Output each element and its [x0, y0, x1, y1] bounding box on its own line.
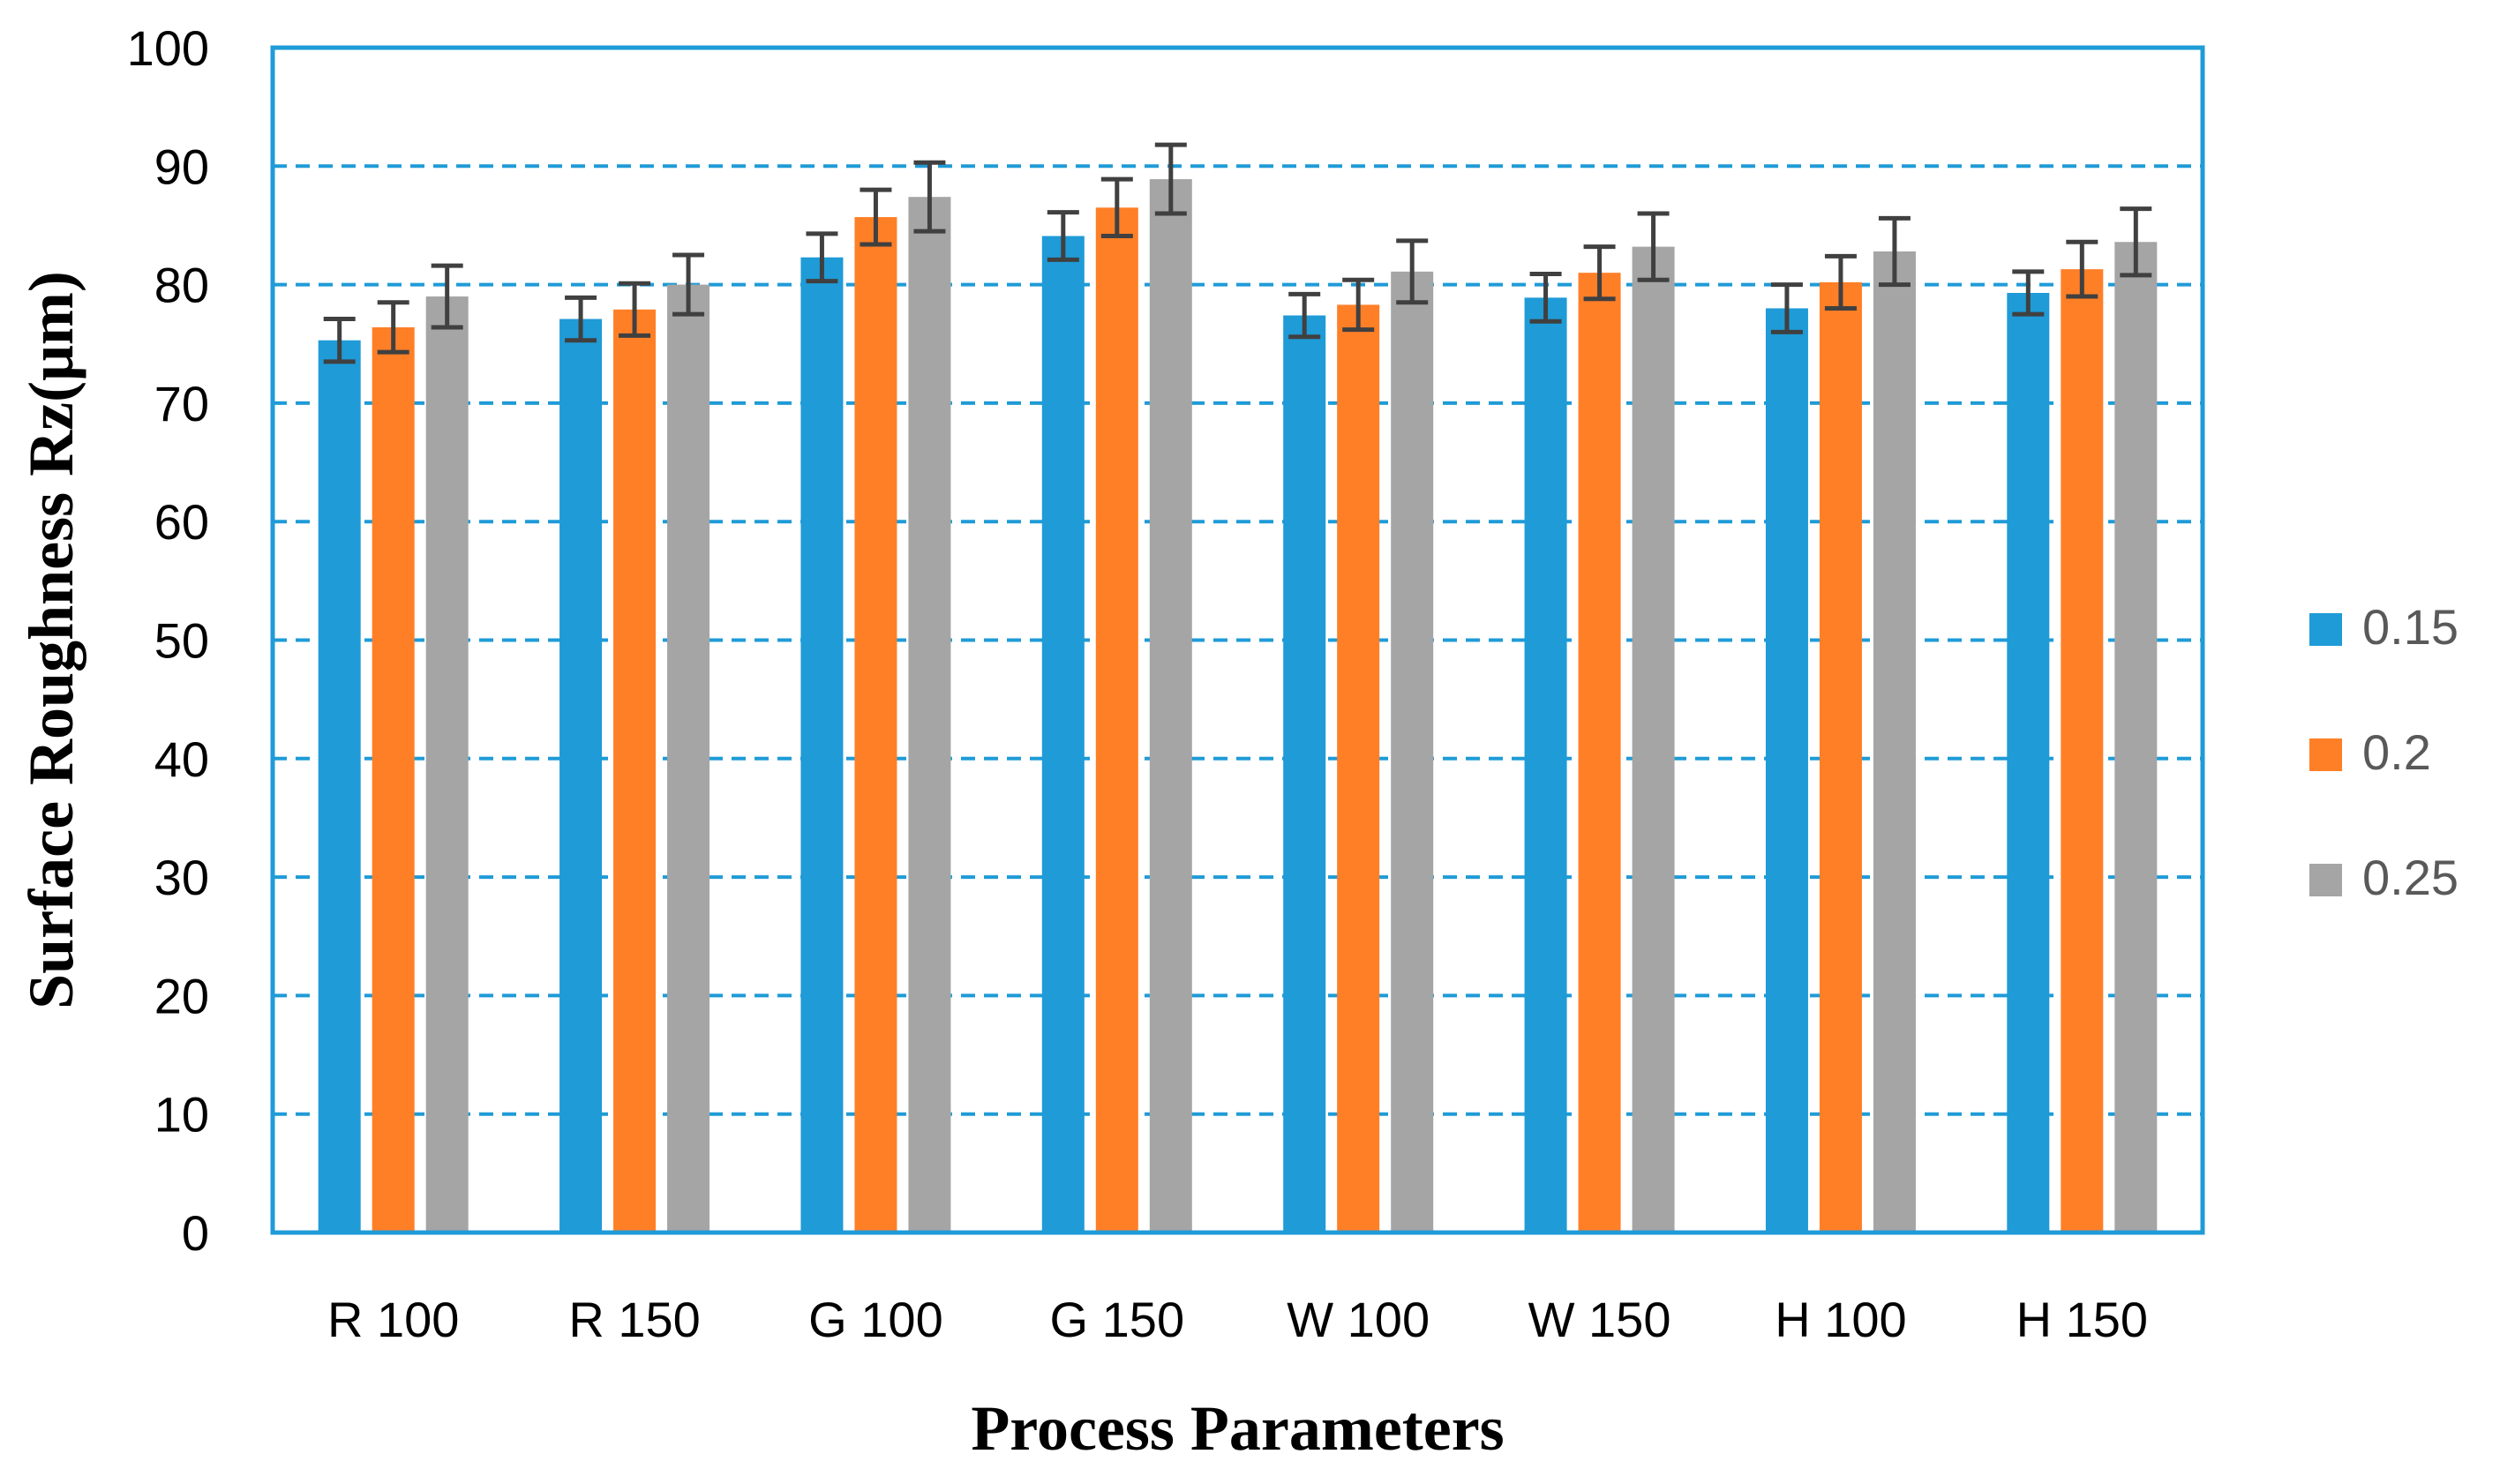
error-bar	[431, 263, 463, 330]
error-bar	[1583, 244, 1616, 302]
bar-0_25	[2114, 242, 2158, 1233]
x-tick-label: R 150	[568, 1292, 700, 1347]
error-bar	[1637, 211, 1670, 282]
error-bar	[1288, 291, 1321, 340]
legend-label: 0.25	[2362, 850, 2459, 905]
x-tick-label: H 150	[2016, 1292, 2148, 1347]
bar-0_25	[908, 197, 951, 1233]
bar-0_2	[854, 217, 897, 1233]
bar-0_2	[1095, 207, 1138, 1233]
bar-0_15	[1765, 308, 1808, 1233]
error-bar	[860, 187, 892, 247]
error-bar	[672, 252, 705, 317]
error-bar	[1100, 176, 1133, 239]
error-bar	[1770, 282, 1803, 334]
bar-0_15	[1524, 297, 1567, 1233]
y-tick-label: 60	[154, 494, 209, 550]
bar-0_2	[613, 309, 657, 1233]
bar-0_15	[1283, 315, 1326, 1233]
bar-0_2	[1337, 304, 1380, 1233]
y-tick-label: 50	[154, 613, 209, 669]
y-tick-labels: 0 10 20 30 40 50 60 70 80 90 100	[127, 20, 209, 1261]
x-tick-label: G 150	[1050, 1292, 1185, 1347]
error-bar	[323, 317, 356, 364]
x-tick-label: G 100	[808, 1292, 943, 1347]
bar-0_15	[1041, 236, 1085, 1233]
legend-item: 0.25	[2309, 850, 2459, 905]
legend-label: 0.2	[2362, 724, 2431, 780]
error-bar	[2066, 239, 2098, 299]
bar-0_2	[372, 326, 415, 1233]
bar-0_25	[1632, 246, 1675, 1233]
plot-area-frame	[270, 45, 2205, 1235]
error-bar	[2120, 206, 2152, 278]
bar-0_2	[2061, 269, 2104, 1233]
legend: 0.15 0.2 0.25	[2309, 599, 2459, 905]
x-tick-labels: R 100 R 150 G 100 G 150 W 100 W 150 H 100 H 150	[327, 1292, 2148, 1347]
error-bar	[1396, 238, 1429, 305]
x-tick-label: W 150	[1528, 1292, 1671, 1347]
bar-0_15	[318, 340, 361, 1233]
bar-0_15	[2007, 293, 2050, 1233]
x-tick-label: H 100	[1775, 1292, 1906, 1347]
legend-swatch	[2309, 613, 2342, 646]
y-tick-label: 70	[154, 376, 209, 431]
bar-0_2	[1578, 273, 1621, 1233]
error-bar	[1824, 253, 1857, 311]
legend-label: 0.15	[2362, 599, 2459, 655]
legend-item: 0.2	[2309, 724, 2431, 780]
error-bar	[2012, 269, 2045, 317]
error-bar	[1529, 272, 1562, 324]
bar-0_25	[425, 296, 469, 1233]
bar-0_25	[1873, 251, 1916, 1233]
legend-swatch	[2309, 738, 2342, 771]
error-bar	[565, 295, 597, 343]
x-tick-label: W 100	[1287, 1292, 1430, 1347]
bar-0_15	[559, 319, 603, 1233]
y-tick-label: 0	[182, 1205, 209, 1261]
error-bar	[1342, 277, 1375, 333]
bar-0_25	[667, 284, 710, 1233]
error-bar	[377, 300, 409, 355]
error-bar	[619, 281, 651, 338]
y-tick-label: 30	[154, 850, 209, 905]
x-tick-label: R 100	[327, 1292, 459, 1347]
x-axis-title: Process Parameters	[971, 1393, 1504, 1464]
y-tick-label: 40	[154, 731, 209, 787]
bar-0_15	[800, 257, 844, 1233]
bar-0_25	[1391, 271, 1434, 1233]
legend-item: 0.15	[2309, 599, 2459, 655]
error-bars	[323, 142, 2152, 364]
y-axis-title: Surface Roughness Rz(μm)	[16, 271, 86, 1009]
error-bar	[913, 160, 946, 234]
y-tick-label: 80	[154, 258, 209, 313]
error-bar	[1154, 142, 1187, 216]
error-bar	[806, 231, 838, 284]
error-bar	[1047, 210, 1079, 262]
y-tick-label: 100	[127, 20, 209, 76]
y-tick-label: 20	[154, 968, 209, 1023]
y-tick-label: 90	[154, 139, 209, 194]
legend-swatch	[2309, 864, 2342, 896]
bars	[318, 179, 2158, 1233]
bar-0_25	[1149, 179, 1192, 1233]
y-tick-label: 10	[154, 1087, 209, 1143]
bar-0_2	[1819, 281, 1862, 1233]
error-bar	[1878, 215, 1911, 288]
